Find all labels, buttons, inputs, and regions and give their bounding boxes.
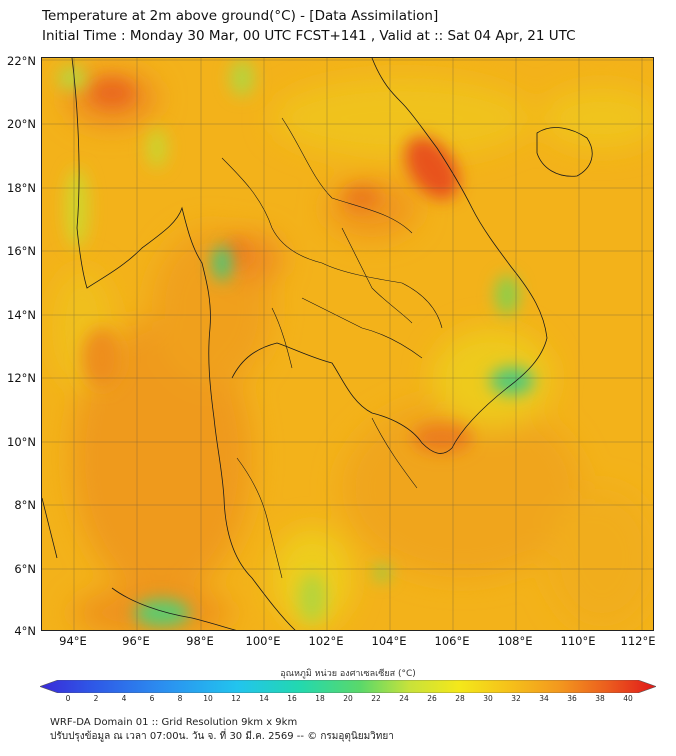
colorbar-tick: 8 bbox=[177, 694, 183, 703]
border-line bbox=[321, 262, 443, 329]
coastline-west bbox=[71, 58, 296, 630]
title-block: Temperature at 2m above ground(°C) - [Da… bbox=[42, 6, 662, 46]
colorbar-title: อุณหภูมิ หน่วย องศาเซลเซียส (°C) bbox=[280, 669, 416, 679]
lon-label: 94°E bbox=[59, 634, 87, 648]
border-line bbox=[221, 157, 323, 264]
cool-area bbox=[298, 573, 326, 623]
cool-area bbox=[65, 168, 89, 248]
colorbar-tick: 26 bbox=[427, 694, 437, 703]
lat-label: 18°N bbox=[7, 181, 36, 195]
colorbar-tick: 16 bbox=[287, 694, 297, 703]
border-line bbox=[301, 297, 423, 359]
colorbar-tick: 20 bbox=[343, 694, 353, 703]
hot-area bbox=[344, 186, 380, 210]
colorbar-tick: 34 bbox=[539, 694, 549, 703]
hot-area bbox=[412, 423, 472, 453]
hot-area bbox=[90, 79, 134, 107]
colorbar-tick: 18 bbox=[315, 694, 325, 703]
coastline-nicobar bbox=[42, 497, 58, 559]
coastline-east bbox=[371, 58, 548, 449]
map-subtitle: Initial Time : Monday 30 Mar, 00 UTC FCS… bbox=[42, 28, 576, 44]
border-line bbox=[371, 417, 418, 489]
colorbar-tick: 28 bbox=[455, 694, 465, 703]
hot-area bbox=[82, 328, 122, 388]
lat-label: 4°N bbox=[14, 624, 36, 638]
lon-label: 108°E bbox=[497, 634, 533, 648]
lat-label: 16°N bbox=[7, 244, 36, 258]
map-panel[interactable] bbox=[41, 57, 654, 631]
colorbar-tick: 30 bbox=[483, 694, 493, 703]
footer-update-info: ปรับปรุงข้อมูล ณ เวลา 07:00น. วัน จ. ที่… bbox=[50, 731, 394, 742]
warm-area bbox=[547, 488, 653, 628]
cool-area bbox=[213, 245, 231, 281]
cool-area bbox=[134, 599, 190, 627]
colorbar-tick: 24 bbox=[399, 694, 409, 703]
colorbar-tick: 32 bbox=[511, 694, 521, 703]
footer-domain-info: WRF-DA Domain 01 :: Grid Resolution 9km … bbox=[50, 717, 298, 728]
colorbar: อุณหภูมิ หน่วย องศาเซลเซียส (°C) 0 2 4 bbox=[40, 660, 656, 710]
colorbar-tick: 22 bbox=[371, 694, 381, 703]
cool-area bbox=[490, 367, 534, 395]
hot-area bbox=[225, 239, 249, 267]
cool-spots bbox=[57, 60, 534, 627]
warm-area bbox=[327, 178, 417, 238]
colorbar-tick: 38 bbox=[595, 694, 605, 703]
lon-label: 104°E bbox=[371, 634, 407, 648]
border-line bbox=[281, 117, 413, 234]
coastlines bbox=[42, 58, 593, 630]
colorbar-tick: 14 bbox=[259, 694, 269, 703]
colorbar-tick: 4 bbox=[121, 694, 127, 703]
warm-area bbox=[342, 398, 582, 578]
lat-label: 6°N bbox=[14, 562, 36, 576]
border-line bbox=[236, 457, 283, 579]
graticule bbox=[42, 58, 653, 630]
lat-label: 12°N bbox=[7, 371, 36, 385]
mild-area bbox=[542, 88, 653, 148]
lon-label: 100°E bbox=[245, 634, 281, 648]
hot-area bbox=[405, 136, 459, 200]
mild-area bbox=[272, 78, 532, 158]
border-line bbox=[341, 227, 413, 324]
lon-label: 112°E bbox=[620, 634, 656, 648]
cool-area bbox=[147, 128, 167, 168]
cool-area bbox=[230, 60, 254, 96]
lat-label: 10°N bbox=[7, 435, 36, 449]
lon-label: 98°E bbox=[186, 634, 214, 648]
lat-label: 14°N bbox=[7, 308, 36, 322]
coastline-hainan bbox=[536, 127, 593, 177]
colorbar-ticks: 0 2 4 6 8 10 12 14 16 18 20 22 24 26 28 … bbox=[40, 694, 656, 706]
colorbar-tick: 2 bbox=[93, 694, 99, 703]
lat-label: 8°N bbox=[14, 498, 36, 512]
provincial-borders bbox=[221, 117, 443, 579]
border-line bbox=[271, 307, 293, 369]
warm-area bbox=[72, 318, 252, 598]
cool-area bbox=[495, 275, 519, 315]
colorbar-tick: 12 bbox=[231, 694, 241, 703]
lon-label: 96°E bbox=[122, 634, 150, 648]
lat-label: 20°N bbox=[7, 117, 36, 131]
coastline-gulf bbox=[231, 342, 453, 454]
colorbar-tick: 10 bbox=[203, 694, 213, 703]
cool-area bbox=[374, 565, 390, 581]
temperature-map bbox=[42, 58, 653, 630]
coastline-borneo bbox=[111, 587, 237, 630]
lon-label: 110°E bbox=[560, 634, 596, 648]
colorbar-gradient bbox=[40, 680, 656, 693]
map-title: Temperature at 2m above ground(°C) - [Da… bbox=[42, 8, 439, 24]
lon-label: 106°E bbox=[434, 634, 470, 648]
hot-spots bbox=[82, 79, 472, 453]
colorbar-tick: 36 bbox=[567, 694, 577, 703]
lat-label: 22°N bbox=[7, 54, 36, 68]
cool-area bbox=[57, 66, 87, 90]
colorbar-tick: 6 bbox=[149, 694, 155, 703]
lon-label: 102°E bbox=[308, 634, 344, 648]
footer: WRF-DA Domain 01 :: Grid Resolution 9km … bbox=[50, 716, 394, 744]
colorbar-tick: 0 bbox=[65, 694, 71, 703]
colorbar-tick: 40 bbox=[623, 694, 633, 703]
